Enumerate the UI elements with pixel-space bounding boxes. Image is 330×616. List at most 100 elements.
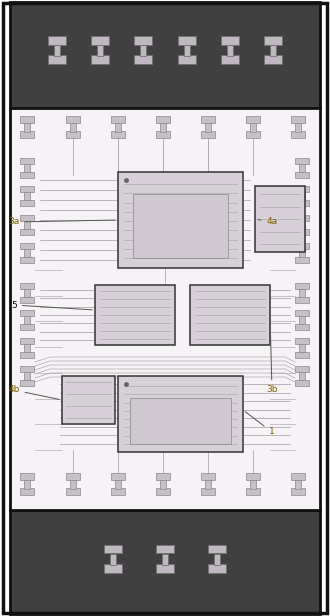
Bar xyxy=(20,283,34,289)
Bar xyxy=(291,131,305,137)
Bar xyxy=(70,123,76,131)
Bar xyxy=(295,215,309,221)
Bar xyxy=(24,123,30,131)
Bar xyxy=(178,36,196,44)
Bar xyxy=(91,55,109,63)
Bar xyxy=(156,564,174,572)
Text: 1: 1 xyxy=(245,411,275,437)
Bar xyxy=(24,249,29,257)
Bar xyxy=(291,488,305,495)
Bar xyxy=(208,545,226,554)
Bar xyxy=(300,164,305,172)
Bar xyxy=(201,472,215,479)
Bar xyxy=(295,323,309,330)
Text: 4b: 4b xyxy=(8,386,59,399)
Bar xyxy=(295,352,309,358)
Bar xyxy=(91,36,109,44)
Bar xyxy=(190,285,270,345)
Bar xyxy=(20,215,34,221)
Bar xyxy=(295,310,309,316)
Bar xyxy=(295,158,309,164)
Bar xyxy=(20,116,34,123)
Bar xyxy=(95,285,175,345)
Bar xyxy=(255,186,305,252)
Bar xyxy=(291,472,305,479)
Bar xyxy=(66,131,80,137)
Bar xyxy=(20,352,34,358)
Bar xyxy=(295,366,309,372)
Bar xyxy=(295,379,309,386)
Bar xyxy=(111,131,125,137)
Bar xyxy=(160,479,166,488)
Bar xyxy=(156,131,170,137)
Bar xyxy=(300,344,305,352)
Bar xyxy=(62,376,115,424)
Bar xyxy=(24,164,29,172)
Bar xyxy=(156,116,170,123)
Bar xyxy=(300,192,305,200)
Bar xyxy=(134,36,152,44)
Bar xyxy=(160,123,166,131)
Text: 3a: 3a xyxy=(8,217,115,227)
Bar xyxy=(48,36,66,44)
Bar xyxy=(115,123,121,131)
Bar xyxy=(300,249,305,257)
Bar xyxy=(130,398,231,444)
Bar xyxy=(115,479,121,488)
Bar xyxy=(97,44,103,56)
Bar xyxy=(111,488,125,495)
Bar xyxy=(246,131,260,137)
Bar xyxy=(227,44,233,56)
Bar xyxy=(110,554,116,565)
Bar xyxy=(205,123,211,131)
Bar xyxy=(20,366,34,372)
Bar xyxy=(24,192,29,200)
Bar xyxy=(264,55,282,63)
Bar xyxy=(246,116,260,123)
Bar xyxy=(48,55,66,63)
Text: 5: 5 xyxy=(11,301,92,310)
Bar xyxy=(10,108,320,510)
Bar xyxy=(291,116,305,123)
Bar xyxy=(133,194,228,258)
Bar xyxy=(246,472,260,479)
Bar xyxy=(10,510,320,614)
Bar xyxy=(118,172,243,268)
Bar xyxy=(118,376,243,452)
Bar xyxy=(104,564,122,572)
Bar xyxy=(53,44,60,56)
Bar xyxy=(20,338,34,344)
Bar xyxy=(295,297,309,303)
Bar xyxy=(24,316,29,325)
Bar xyxy=(20,229,34,235)
Bar xyxy=(178,55,196,63)
Bar xyxy=(20,185,34,192)
Bar xyxy=(66,488,80,495)
Bar xyxy=(295,200,309,206)
Bar xyxy=(20,379,34,386)
Bar xyxy=(264,36,282,44)
Bar xyxy=(10,2,320,108)
Text: 4a: 4a xyxy=(258,217,278,227)
Bar xyxy=(201,116,215,123)
Bar xyxy=(24,344,29,352)
Bar xyxy=(201,488,215,495)
Bar xyxy=(20,257,34,263)
Bar xyxy=(300,372,305,381)
Bar xyxy=(295,172,309,178)
Bar xyxy=(111,116,125,123)
Bar xyxy=(20,243,34,249)
Bar xyxy=(246,488,260,495)
Bar xyxy=(295,283,309,289)
Bar xyxy=(221,36,239,44)
Bar xyxy=(156,472,170,479)
Bar xyxy=(300,289,305,298)
Bar xyxy=(162,554,168,565)
Bar xyxy=(20,310,34,316)
Bar xyxy=(70,479,76,488)
Bar xyxy=(20,131,34,137)
Bar xyxy=(66,472,80,479)
Bar xyxy=(20,200,34,206)
Bar xyxy=(214,554,220,565)
Bar xyxy=(221,55,239,63)
